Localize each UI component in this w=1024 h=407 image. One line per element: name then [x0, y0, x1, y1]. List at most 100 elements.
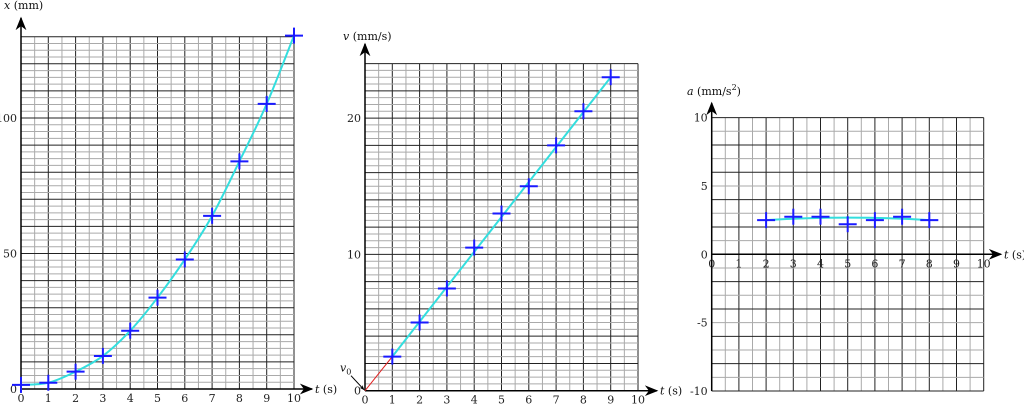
x-tick-label: 3: [443, 394, 450, 407]
y-axis-unit: (mm): [10, 0, 43, 12]
x-tick-label: 10: [287, 392, 301, 405]
data-point: [811, 208, 830, 225]
data-point: [519, 178, 538, 195]
x-tick-label: 10: [977, 257, 991, 270]
x-tick-label: 3: [790, 257, 797, 270]
x-tick-label: 10: [631, 394, 645, 407]
y-tick-label: 50: [3, 248, 17, 261]
y-axis-var: v: [343, 30, 350, 43]
data-point: [148, 289, 167, 306]
data-point: [601, 69, 620, 86]
data-point: [465, 239, 484, 256]
x-tick-label: 0: [362, 394, 369, 407]
data-point: [383, 348, 402, 365]
data-point: [893, 208, 912, 225]
data-point: [230, 153, 249, 170]
data-point: [838, 216, 857, 233]
y-axis-title: a (mm/s2): [687, 83, 741, 98]
grid: [20, 36, 295, 390]
data-point: [437, 280, 456, 297]
x-tick-label: 4: [471, 394, 478, 407]
x-tick-label: 1: [735, 257, 742, 270]
x-tick-label: 0: [708, 257, 715, 270]
data-point: [547, 137, 566, 154]
x-tick-label: 5: [844, 257, 851, 270]
data-point: [175, 251, 194, 268]
x-tick-label: 6: [871, 257, 878, 270]
x-axis-title: t (s): [660, 385, 682, 398]
x-tick-label: 1: [45, 392, 52, 405]
data-point: [757, 212, 776, 229]
x-axis-title: t (s): [1004, 248, 1024, 261]
x-tick-label: 7: [899, 257, 906, 270]
y-tick-label: 0: [10, 383, 17, 396]
x-tick-label: 2: [72, 392, 79, 405]
x-tick-label: 7: [553, 394, 560, 407]
data-point: [12, 376, 30, 393]
data-point: [410, 314, 429, 331]
y-axis-title: v (mm/s): [343, 30, 392, 43]
x-tick-label: 2: [416, 394, 423, 407]
x-tick-label: 8: [580, 394, 587, 407]
extrapolation-line: [364, 356, 393, 392]
x-tick-label: 1: [389, 394, 396, 407]
x-axis-unit: (s): [319, 383, 337, 396]
data-point: [492, 205, 511, 222]
y-axis-unit: (mm/s): [349, 30, 391, 43]
x-tick-label: 6: [181, 392, 188, 405]
x-axis-unit: (s): [1008, 248, 1024, 261]
y-tick-label: 0: [354, 385, 361, 398]
v0-sub: 0: [346, 368, 351, 377]
x-axis-title: t (s): [315, 383, 337, 396]
y-axis-unit-sup: 2: [732, 83, 737, 92]
y-axis-unit-close: ): [737, 85, 741, 98]
x-axis-var: t: [315, 383, 320, 396]
x-tick-label: 9: [953, 257, 960, 270]
plot-1: 012345678910050100x (mm)t (s): [0, 0, 337, 405]
y-tick-label: 20: [347, 112, 361, 125]
y-tick-label: -10: [690, 385, 708, 398]
x-tick-label: 5: [154, 392, 161, 405]
x-tick-label: 3: [99, 392, 106, 405]
data-point: [920, 212, 939, 229]
y-tick-label: -5: [697, 317, 708, 330]
data-point: [574, 103, 593, 120]
y-tick-label: 5: [701, 180, 708, 193]
x-tick-label: 0: [18, 392, 25, 405]
data-point: [285, 27, 303, 44]
y-axis-var: a: [687, 85, 694, 98]
x-tick-label: 5: [498, 394, 505, 407]
v0-label: v0: [340, 362, 351, 377]
x-tick-label: 4: [817, 257, 824, 270]
y-axis-title: x (mm): [4, 0, 43, 12]
y-axis-unit: (mm/s: [694, 85, 732, 98]
y-tick-label: 0: [701, 248, 708, 261]
data-point: [121, 322, 140, 339]
data-point: [39, 374, 58, 391]
x-tick-label: 8: [236, 392, 243, 405]
y-tick-label: 100: [0, 112, 17, 125]
y-tick-label: 10: [694, 112, 708, 125]
x-tick-label: 9: [263, 392, 270, 405]
x-axis-unit: (s): [664, 385, 682, 398]
x-axis-var: t: [1004, 248, 1009, 261]
data-point: [203, 207, 222, 224]
x-tick-label: 7: [209, 392, 216, 405]
data-point: [66, 363, 85, 380]
y-axis-var: x: [4, 0, 11, 12]
data-point: [257, 95, 276, 112]
x-tick-label: 9: [607, 394, 614, 407]
x-tick-label: 6: [525, 394, 532, 407]
v0-arrow: [350, 375, 365, 391]
x-tick-label: 8: [926, 257, 933, 270]
x-axis-var: t: [660, 385, 665, 398]
grid: [364, 63, 639, 392]
data-point: [865, 212, 884, 229]
v0-var: v: [340, 362, 347, 375]
data-point: [93, 347, 112, 364]
x-tick-label: 2: [763, 257, 770, 270]
y-tick-label: 10: [347, 248, 361, 261]
